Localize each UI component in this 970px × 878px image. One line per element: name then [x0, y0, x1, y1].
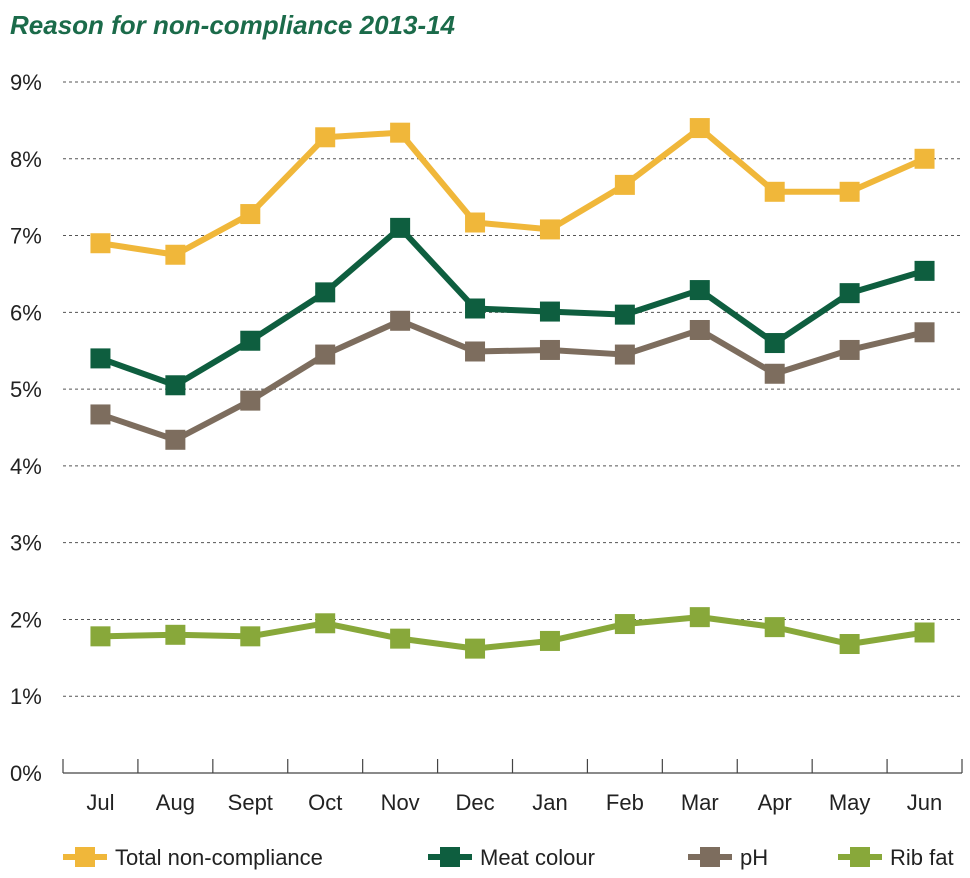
data-point	[689, 280, 710, 301]
series-ph	[90, 310, 935, 450]
data-point	[240, 390, 261, 411]
data-point	[240, 204, 261, 225]
x-tick-label: Jan	[532, 790, 567, 815]
data-point	[689, 319, 710, 340]
y-tick-label: 4%	[10, 454, 42, 479]
data-point	[165, 375, 186, 396]
data-point	[240, 330, 261, 351]
y-tick-label: 3%	[10, 531, 42, 556]
series-group	[90, 118, 935, 659]
x-tick-label: Feb	[606, 790, 644, 815]
gridlines	[63, 81, 962, 697]
data-point	[764, 333, 785, 354]
data-point	[614, 344, 635, 365]
y-tick-label: 7%	[10, 224, 42, 249]
legend-label: Rib fat	[890, 845, 954, 870]
y-tick-label: 8%	[10, 147, 42, 172]
y-tick-label: 5%	[10, 377, 42, 402]
y-tick-label: 2%	[10, 607, 42, 632]
data-point	[839, 339, 860, 360]
legend-item: Total non-compliance	[63, 845, 323, 870]
data-point	[839, 634, 860, 655]
y-axis-ticks: 0% 1% 2% 3% 4% 5% 6% 7% 8% 9%	[10, 70, 42, 786]
data-point	[614, 614, 635, 635]
data-point	[165, 624, 186, 645]
legend: Total non-compliance Meat colour pH Rib fat	[63, 845, 954, 870]
data-point	[465, 341, 486, 362]
data-point	[689, 118, 710, 139]
series-total-non-compliance	[90, 118, 935, 265]
y-tick-label: 1%	[10, 684, 42, 709]
data-point	[315, 613, 336, 634]
data-point	[764, 363, 785, 384]
data-point	[90, 404, 111, 425]
x-axis-ticks: Jul Aug Sept Oct Nov Dec Jan Feb Mar Apr May Jun	[86, 790, 942, 815]
x-tick-label: Sept	[228, 790, 273, 815]
data-point	[764, 181, 785, 202]
data-point	[240, 626, 261, 647]
data-point	[914, 622, 935, 643]
series-line	[99, 224, 926, 389]
data-point	[315, 282, 336, 303]
data-point	[390, 628, 411, 649]
legend-label: Meat colour	[480, 845, 595, 870]
data-point	[315, 344, 336, 365]
series-meat-colour	[90, 217, 935, 396]
data-point	[390, 122, 411, 143]
data-point	[914, 322, 935, 343]
legend-swatch-marker	[75, 847, 95, 867]
series-line	[100, 614, 925, 652]
x-tick-label: Dec	[455, 790, 494, 815]
data-point	[165, 244, 186, 265]
data-point	[539, 630, 560, 651]
x-tick-label: Oct	[308, 790, 342, 815]
data-point	[465, 638, 486, 659]
x-tick-label: May	[829, 790, 871, 815]
legend-item: pH	[688, 845, 768, 870]
legend-label: Total non-compliance	[115, 845, 323, 870]
legend-swatch-marker	[700, 847, 720, 867]
x-tick-label: Jul	[86, 790, 114, 815]
data-point	[839, 181, 860, 202]
data-point	[839, 283, 860, 304]
series-line	[100, 125, 926, 258]
data-point	[165, 429, 186, 450]
data-point	[689, 607, 710, 628]
data-point	[90, 233, 111, 254]
data-point	[539, 339, 560, 360]
chart-title: Reason for non-compliance 2013-14	[10, 10, 456, 40]
x-tick-label: Aug	[156, 790, 195, 815]
legend-item: Meat colour	[428, 845, 595, 870]
series-rib-fat	[90, 607, 935, 659]
x-tick-label: Apr	[758, 790, 792, 815]
x-tick-label: Jun	[907, 790, 942, 815]
data-point	[90, 626, 111, 647]
x-axis	[62, 759, 963, 774]
data-point	[614, 304, 635, 325]
data-point	[614, 174, 635, 195]
legend-swatch-marker	[440, 847, 460, 867]
legend-item: Rib fat	[838, 845, 954, 870]
data-point	[315, 127, 336, 148]
y-tick-label: 6%	[10, 300, 42, 325]
data-point	[390, 310, 411, 331]
data-point	[465, 298, 486, 319]
x-tick-label: Mar	[681, 790, 719, 815]
y-tick-label: 0%	[10, 761, 42, 786]
data-point	[764, 617, 785, 638]
data-point	[914, 148, 935, 169]
data-point	[539, 301, 560, 322]
x-tick-label: Nov	[381, 790, 420, 815]
legend-label: pH	[740, 845, 768, 870]
data-point	[465, 212, 486, 233]
y-tick-label: 9%	[10, 70, 42, 95]
data-point	[914, 260, 935, 281]
data-point	[539, 219, 560, 240]
series-line	[99, 317, 926, 443]
data-point	[90, 348, 111, 369]
legend-swatch-marker	[850, 847, 870, 867]
data-point	[390, 217, 411, 238]
